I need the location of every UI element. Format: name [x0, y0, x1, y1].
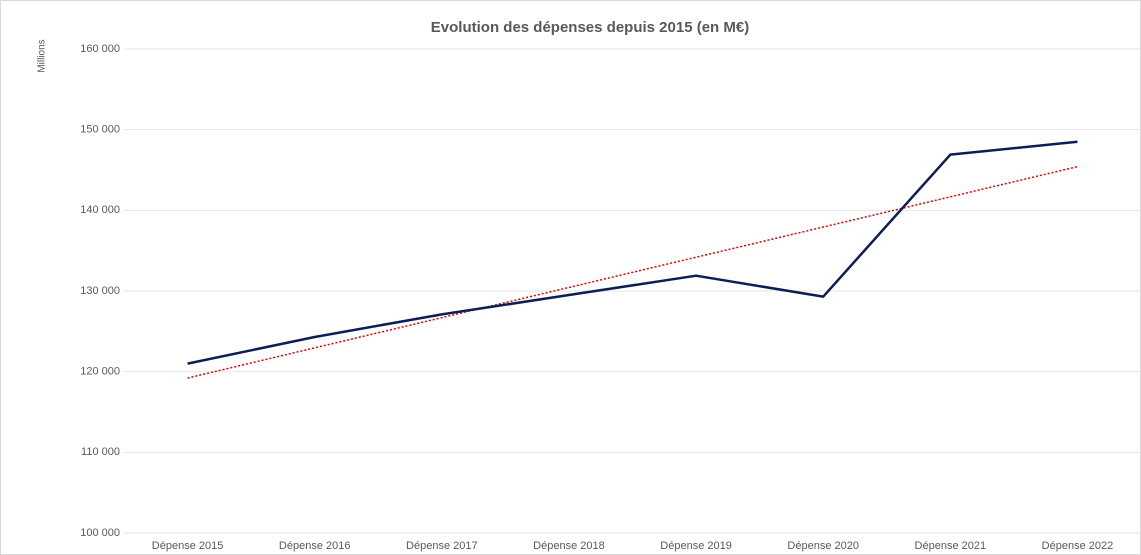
data-line: [187, 140, 1078, 365]
x-tick-label: Dépense 2020: [787, 540, 859, 552]
y-tick-label: 110 000: [81, 446, 120, 458]
y-axis-label: Millions: [37, 39, 48, 72]
y-tick-label: 150 000: [80, 124, 120, 136]
x-tick-label: Dépense 2021: [915, 540, 987, 552]
y-tick-label: 160 000: [80, 43, 120, 55]
x-tick-label: Dépense 2015: [152, 540, 224, 552]
trendline: [187, 165, 1078, 379]
x-tick-label: Dépense 2018: [533, 540, 605, 552]
x-tick-label: Dépense 2017: [406, 540, 478, 552]
y-tick-label: 120 000: [80, 366, 120, 378]
x-tick-label: Dépense 2016: [279, 540, 351, 552]
y-tick-label: 140 000: [80, 204, 120, 216]
y-tick-label: 100 000: [80, 527, 120, 539]
x-tick-label: Dépense 2019: [660, 540, 732, 552]
chart-title: Evolution des dépenses depuis 2015 (en M…: [431, 19, 749, 36]
y-tick-label: 130 000: [80, 285, 120, 297]
x-tick-label: Dépense 2022: [1042, 540, 1114, 552]
